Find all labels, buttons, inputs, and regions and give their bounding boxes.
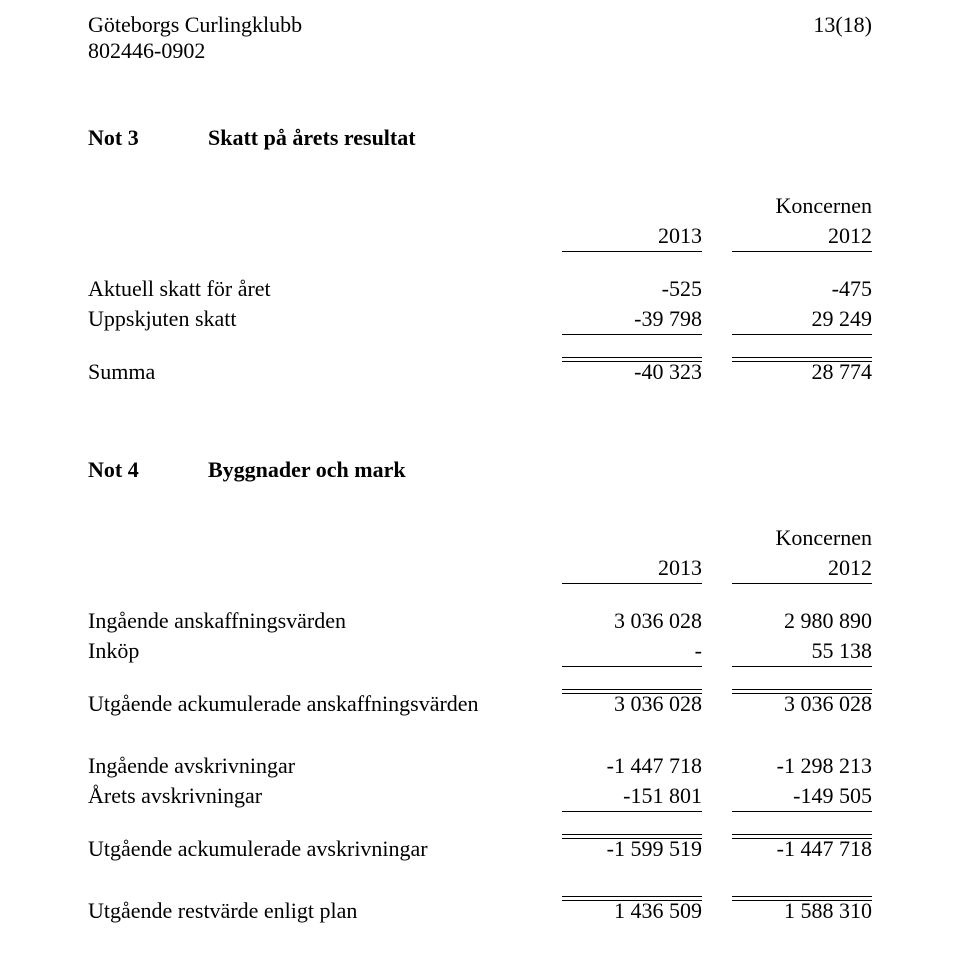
- row-value: -39 798: [562, 304, 702, 335]
- row-label: Inköp: [88, 636, 562, 667]
- summa-label: Summa: [88, 357, 562, 387]
- table-row: Ingående anskaffningsvärden 3 036 028 2 …: [88, 606, 872, 636]
- note-4-number: Not 4: [88, 457, 208, 483]
- note-3-number: Not 3: [88, 125, 208, 151]
- note-4-heading: Not 4Byggnader och mark: [88, 457, 872, 483]
- summa-value: 28 774: [732, 357, 872, 387]
- total-value: 1 588 310: [732, 896, 872, 926]
- table-row: Uppskjuten skatt -39 798 29 249: [88, 304, 872, 335]
- row-value: -1 298 213: [732, 751, 872, 781]
- row-value: -525: [562, 274, 702, 304]
- note-4-table: Koncernen 2013 2012 Ingående anskaffning…: [88, 523, 872, 926]
- row-value: 29 249: [732, 304, 872, 335]
- note-4-year-2: 2012: [732, 553, 872, 584]
- row-label: Ingående avskrivningar: [88, 751, 562, 781]
- row-value: -151 801: [562, 781, 702, 812]
- page: Göteborgs Curlingklubb 13(18) 802446-090…: [0, 0, 960, 966]
- table-row: Aktuell skatt för året -525 -475: [88, 274, 872, 304]
- row-label: Uppskjuten skatt: [88, 304, 562, 335]
- note-4-year-1: 2013: [562, 553, 702, 584]
- table-row: Inköp - 55 138: [88, 636, 872, 667]
- note-3-year-1: 2013: [562, 221, 702, 252]
- note-3-title: Skatt på årets resultat: [208, 125, 416, 150]
- note-3-table: Koncernen 2013 2012 Aktuell skatt för år…: [88, 191, 872, 387]
- note-3-group-label: Koncernen: [562, 191, 872, 221]
- row-label: Årets avskrivningar: [88, 781, 562, 812]
- row-label: Aktuell skatt för året: [88, 274, 562, 304]
- note-4-title: Byggnader och mark: [208, 457, 406, 482]
- subtotal-value: -1 447 718: [732, 834, 872, 864]
- row-value: 2 980 890: [732, 606, 872, 636]
- row-value: -475: [732, 274, 872, 304]
- row-value: -: [562, 636, 702, 667]
- row-value: 3 036 028: [562, 606, 702, 636]
- org-name: Göteborgs Curlingklubb: [88, 12, 302, 38]
- note-3-heading: Not 3Skatt på årets resultat: [88, 125, 872, 151]
- row-value: -149 505: [732, 781, 872, 812]
- note-4-subtotal-2: Utgående ackumulerade avskrivningar -1 5…: [88, 834, 872, 864]
- subtotal-value: -1 599 519: [562, 834, 702, 864]
- subtotal-value: 3 036 028: [562, 689, 702, 719]
- subtotal-label: Utgående ackumulerade avskrivningar: [88, 834, 562, 864]
- table-row: Årets avskrivningar -151 801 -149 505: [88, 781, 872, 812]
- row-label: Ingående anskaffningsvärden: [88, 606, 562, 636]
- row-value: -1 447 718: [562, 751, 702, 781]
- note-3-summa-row: Summa -40 323 28 774: [88, 357, 872, 387]
- note-4-total: Utgående restvärde enligt plan 1 436 509…: [88, 896, 872, 926]
- note-3-year-2: 2012: [732, 221, 872, 252]
- subtotal-value: 3 036 028: [732, 689, 872, 719]
- summa-value: -40 323: [562, 357, 702, 387]
- total-value: 1 436 509: [562, 896, 702, 926]
- note-4-subtotal-1: Utgående ackumulerade anskaffningsvärden…: [88, 689, 872, 719]
- table-row: Ingående avskrivningar -1 447 718 -1 298…: [88, 751, 872, 781]
- page-indicator: 13(18): [813, 12, 872, 38]
- note-4-group-label: Koncernen: [562, 523, 872, 553]
- total-label: Utgående restvärde enligt plan: [88, 896, 562, 926]
- header-line: Göteborgs Curlingklubb 13(18): [88, 12, 872, 38]
- subtotal-label: Utgående ackumulerade anskaffningsvärden: [88, 689, 562, 719]
- row-value: 55 138: [732, 636, 872, 667]
- org-number: 802446-0902: [88, 38, 872, 64]
